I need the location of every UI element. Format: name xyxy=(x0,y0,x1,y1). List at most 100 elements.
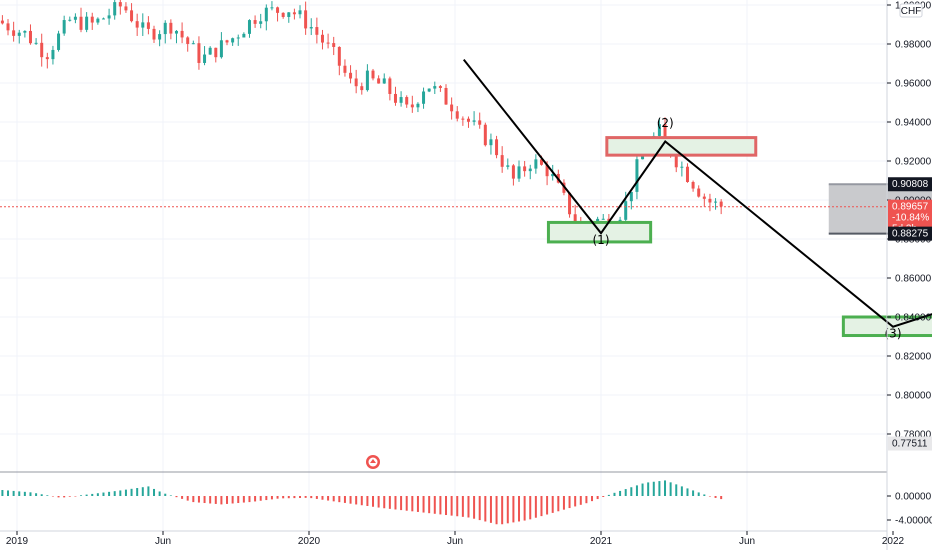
candle-body xyxy=(146,22,150,29)
histogram-bar xyxy=(686,488,689,496)
candle-body xyxy=(135,21,139,28)
histogram-bar xyxy=(220,496,223,505)
elliott-wave-line[interactable] xyxy=(462,58,932,401)
time-axis[interactable]: 2019Jun2020Jun2021Jun2022Jun2023Jun2024M… xyxy=(6,531,932,547)
candle-body xyxy=(101,18,105,20)
candle-body xyxy=(292,12,296,15)
histogram-bar xyxy=(405,496,408,511)
histogram-bar xyxy=(276,496,279,499)
histogram-bar xyxy=(214,496,217,504)
price-tag-label: 0.77511 xyxy=(892,439,928,450)
candle-body xyxy=(118,2,122,7)
histogram-bar xyxy=(579,496,582,505)
histogram-bar xyxy=(304,496,307,498)
histogram-bar xyxy=(523,496,526,521)
candle-body xyxy=(680,166,684,168)
histogram-bar xyxy=(377,496,380,508)
candle-body xyxy=(6,23,10,31)
candle-body xyxy=(124,6,128,11)
price-tag xyxy=(888,436,932,451)
earnings-flag-icon[interactable] xyxy=(366,455,380,469)
candle-body xyxy=(62,20,66,34)
price-tag-label: 0.89657 xyxy=(892,202,929,213)
candle-body xyxy=(57,33,61,50)
histogram-bar xyxy=(512,496,515,523)
candle-body xyxy=(416,103,420,108)
histogram-bar xyxy=(1,490,4,496)
histogram-bar xyxy=(237,496,240,504)
candle-body xyxy=(365,70,369,91)
histogram-bar xyxy=(591,496,594,502)
candle-body xyxy=(371,70,375,79)
histogram-bar xyxy=(338,496,341,503)
candle-body xyxy=(113,2,117,16)
histogram-bar xyxy=(518,496,521,522)
candle-body xyxy=(320,34,324,43)
histogram-bar xyxy=(51,496,54,497)
candle-body xyxy=(483,124,487,146)
histogram-bar xyxy=(259,496,262,501)
histogram-bar xyxy=(680,486,683,496)
histogram-bar xyxy=(164,493,167,496)
histogram-bar xyxy=(29,492,32,496)
candle-body xyxy=(259,21,263,24)
candle-body xyxy=(539,159,543,165)
candle-body xyxy=(495,139,499,156)
histogram-bar xyxy=(534,496,537,518)
histogram-bar xyxy=(124,489,127,496)
candle-body xyxy=(326,42,330,44)
histogram-bar xyxy=(478,496,481,521)
histogram-bar xyxy=(445,496,448,516)
candle-body xyxy=(73,16,77,20)
candle-body xyxy=(315,27,319,35)
histogram-bar xyxy=(422,496,425,513)
histogram-bar xyxy=(40,494,43,496)
candle-body xyxy=(158,34,162,40)
candle-body xyxy=(601,218,605,220)
candle-body xyxy=(545,164,549,177)
histogram-bar xyxy=(68,496,71,497)
histogram-bar xyxy=(664,480,667,496)
histogram-bar xyxy=(35,493,38,496)
candle-body xyxy=(674,154,678,168)
histogram-bar xyxy=(242,496,245,503)
histogram-bar xyxy=(697,492,700,496)
wave-label: (2) xyxy=(657,116,674,130)
candle-body xyxy=(203,54,207,63)
indicator-axis[interactable]: 0.00000 -4.00000 xyxy=(887,492,932,527)
histogram-bar xyxy=(619,490,622,496)
candle-body xyxy=(337,46,341,66)
candle-body xyxy=(506,165,510,167)
candle-body xyxy=(635,159,639,192)
histogram-bar xyxy=(23,491,26,496)
candle-body xyxy=(382,78,386,84)
candle-body xyxy=(85,16,89,30)
histogram-bar xyxy=(299,496,302,498)
candle-body xyxy=(343,65,347,73)
histogram-bar xyxy=(360,496,363,506)
price-axis-label: 0.96000 xyxy=(895,79,932,90)
histogram-bar xyxy=(282,496,285,499)
histogram-bar xyxy=(63,496,66,498)
histogram-bar xyxy=(484,496,487,522)
price-axis-label: 0.94000 xyxy=(895,118,932,129)
candle-body xyxy=(208,47,212,55)
grid-lines xyxy=(0,0,887,531)
histogram-bar xyxy=(641,483,644,496)
histogram-bar xyxy=(714,496,717,498)
time-axis-label: Jun xyxy=(155,536,171,547)
candle-body xyxy=(405,97,409,105)
zone-box[interactable] xyxy=(605,136,758,157)
candle-body xyxy=(186,37,190,44)
candle-body xyxy=(427,88,431,92)
candle-body xyxy=(34,42,38,44)
candle-body xyxy=(422,91,426,104)
candle-body xyxy=(332,43,336,47)
histogram-bar xyxy=(669,482,672,496)
currency-badge[interactable]: CHF xyxy=(899,3,923,18)
price-tag-label: 0.90808 xyxy=(892,179,929,190)
candle-body xyxy=(551,173,555,177)
histogram-bar xyxy=(96,493,99,496)
candle-body xyxy=(354,78,358,87)
